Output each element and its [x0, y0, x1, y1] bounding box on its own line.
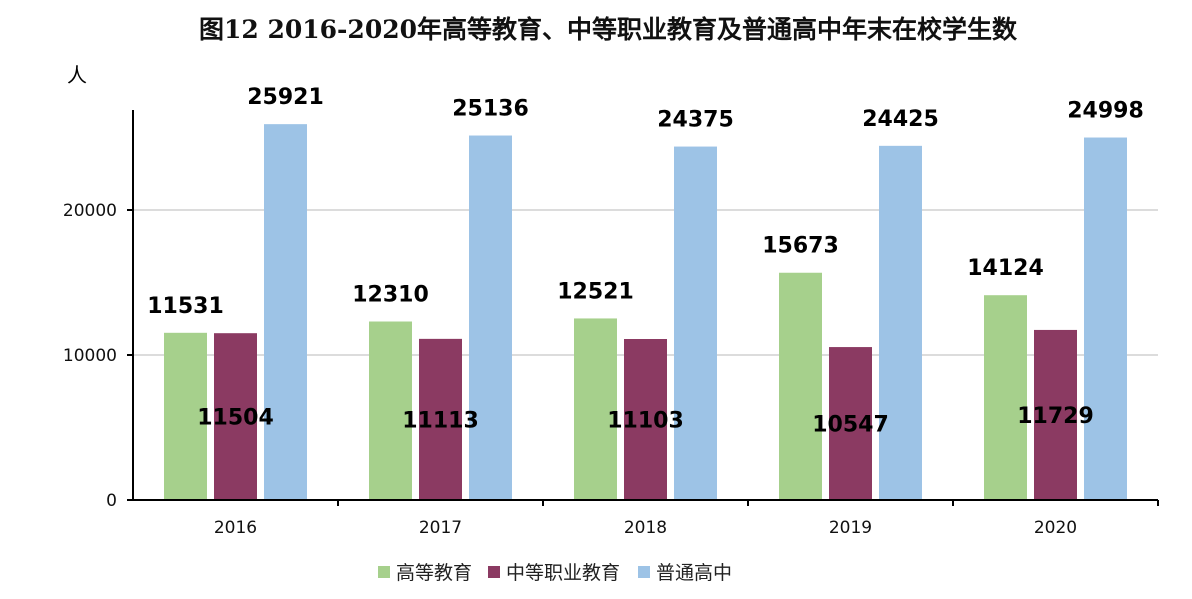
legend-item-2: 普通高中	[638, 562, 732, 584]
x-tick-label: 2017	[419, 518, 462, 538]
bar-2018-2	[674, 146, 717, 500]
bar-2019-2	[879, 145, 922, 500]
bar-2020-2	[1084, 137, 1127, 501]
bar-2017-2	[469, 135, 512, 500]
y-tick-label: 0	[106, 491, 117, 511]
bar-2017-1	[419, 338, 462, 500]
x-tick-label: 2016	[214, 518, 257, 538]
legend-swatch	[378, 566, 390, 578]
data-label: 24425	[862, 107, 939, 132]
y-tick-label: 20000	[63, 201, 117, 221]
chart-title: 图12 2016-2020年高等教育、中等职业教育及普通高中年末在校学生数	[199, 15, 1018, 44]
data-label: 14124	[967, 256, 1044, 281]
bar-2016-1	[214, 333, 257, 500]
legend-swatch	[488, 566, 500, 578]
bar-2017-0	[369, 321, 412, 500]
data-label: 10547	[812, 413, 889, 438]
data-label: 24998	[1067, 99, 1144, 124]
bar-2020-0	[984, 295, 1027, 500]
data-label: 15673	[762, 234, 839, 259]
bar-2018-0	[574, 318, 617, 500]
bar-2019-1	[829, 347, 872, 500]
bar-2016-2	[264, 124, 307, 500]
bar-2019-0	[779, 272, 822, 500]
legend-item-1: 中等职业教育	[488, 562, 620, 584]
data-label: 24375	[657, 108, 734, 133]
data-label: 11103	[607, 409, 684, 434]
data-label: 11729	[1017, 404, 1094, 429]
data-label: 25136	[452, 97, 529, 122]
x-tick-label: 2018	[624, 518, 667, 538]
data-label: 11113	[402, 408, 479, 433]
x-tick-label: 2020	[1034, 518, 1077, 538]
legend-label: 高等教育	[396, 562, 472, 584]
data-label: 12310	[352, 283, 429, 308]
data-label: 25921	[247, 85, 324, 110]
data-label: 11531	[147, 294, 224, 319]
data-label: 11504	[197, 406, 274, 431]
data-label: 12521	[557, 279, 634, 304]
legend-label: 中等职业教育	[506, 562, 620, 584]
bar-2018-1	[624, 339, 667, 500]
x-tick-label: 2019	[829, 518, 872, 538]
bar-2016-0	[164, 332, 207, 500]
legend-swatch	[638, 566, 650, 578]
y-tick-label: 10000	[63, 346, 117, 366]
bar-2020-1	[1034, 329, 1077, 500]
legend-item-0: 高等教育	[378, 562, 472, 584]
y-axis-label: 人	[67, 63, 87, 87]
legend-label: 普通高中	[656, 562, 732, 584]
